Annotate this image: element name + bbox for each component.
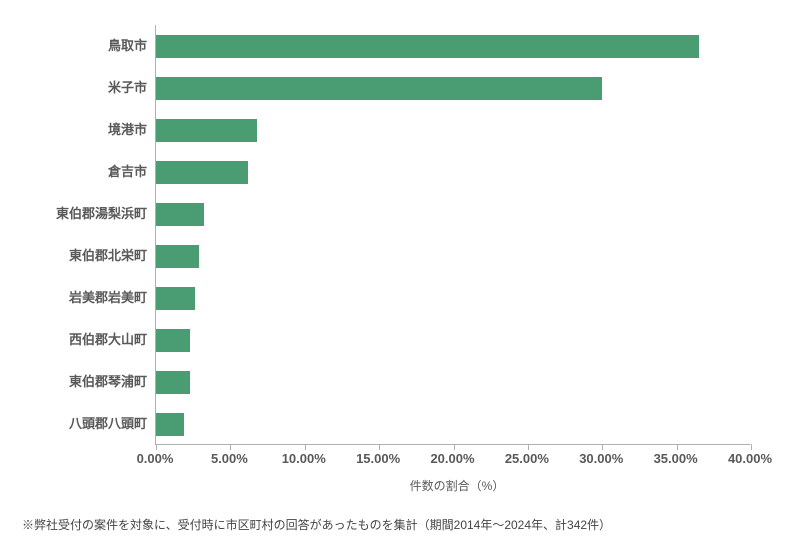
y-axis-label: 鳥取市 bbox=[37, 39, 147, 53]
x-tick bbox=[305, 444, 306, 450]
x-tick bbox=[379, 444, 380, 450]
bar bbox=[156, 203, 204, 226]
y-axis-label: 東伯郡琴浦町 bbox=[37, 375, 147, 389]
x-axis-label: 30.00% bbox=[579, 451, 623, 466]
y-axis-label: 境港市 bbox=[37, 123, 147, 137]
y-axis-label: 八頭郡八頭町 bbox=[37, 417, 147, 431]
bar bbox=[156, 413, 184, 436]
bar bbox=[156, 287, 195, 310]
bar bbox=[156, 119, 257, 142]
x-axis-title: 件数の割合（%） bbox=[410, 477, 505, 494]
y-axis-label: 岩美郡岩美町 bbox=[37, 291, 147, 305]
bar bbox=[156, 371, 190, 394]
x-tick bbox=[602, 444, 603, 450]
bar bbox=[156, 77, 602, 100]
bar bbox=[156, 329, 190, 352]
x-axis-label: 10.00% bbox=[282, 451, 326, 466]
x-tick bbox=[454, 444, 455, 450]
chart-container: 鳥取市米子市境港市倉吉市東伯郡湯梨浜町東伯郡北栄町岩美郡岩美町西伯郡大山町東伯郡… bbox=[40, 25, 760, 475]
footnote: ※弊社受付の案件を対象に、受付時に市区町村の回答があったものを集計（期間2014… bbox=[22, 516, 611, 533]
x-tick bbox=[230, 444, 231, 450]
x-tick bbox=[751, 444, 752, 450]
x-tick bbox=[677, 444, 678, 450]
bar bbox=[156, 245, 199, 268]
x-axis-label: 20.00% bbox=[430, 451, 474, 466]
x-axis-label: 0.00% bbox=[137, 451, 174, 466]
x-tick bbox=[156, 444, 157, 450]
x-axis-label: 25.00% bbox=[505, 451, 549, 466]
y-axis-label: 米子市 bbox=[37, 81, 147, 95]
y-axis-label: 東伯郡湯梨浜町 bbox=[37, 207, 147, 221]
y-axis-label: 倉吉市 bbox=[37, 165, 147, 179]
x-tick bbox=[528, 444, 529, 450]
y-axis-label: 東伯郡北栄町 bbox=[37, 249, 147, 263]
x-axis-label: 5.00% bbox=[211, 451, 248, 466]
x-axis-label: 35.00% bbox=[654, 451, 698, 466]
bar bbox=[156, 35, 699, 58]
bar bbox=[156, 161, 248, 184]
plot-area: 鳥取市米子市境港市倉吉市東伯郡湯梨浜町東伯郡北栄町岩美郡岩美町西伯郡大山町東伯郡… bbox=[155, 25, 750, 445]
x-axis-label: 40.00% bbox=[728, 451, 772, 466]
y-axis-label: 西伯郡大山町 bbox=[37, 333, 147, 347]
x-axis-label: 15.00% bbox=[356, 451, 400, 466]
